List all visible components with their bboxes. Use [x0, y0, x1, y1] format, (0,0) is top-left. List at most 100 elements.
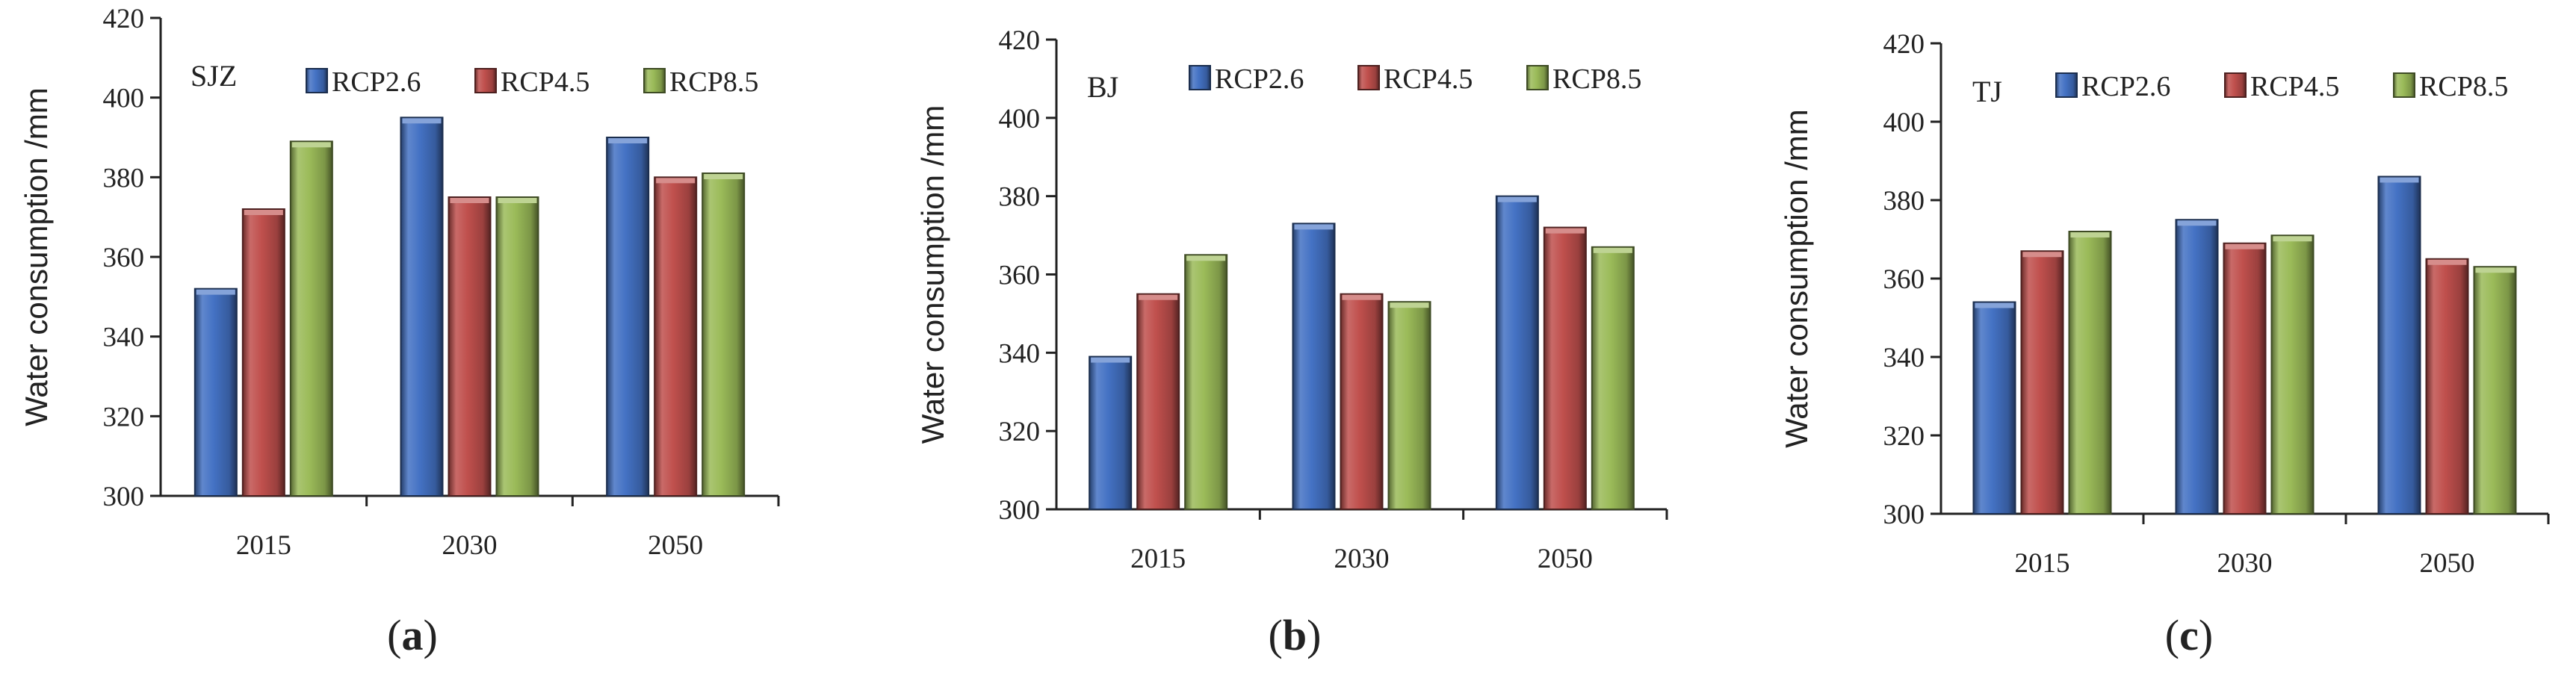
- y-tick-label: 380: [999, 182, 1041, 213]
- y-tick-label: 320: [1883, 421, 1925, 452]
- bar-bevel: [2070, 232, 2110, 237]
- legend: RCP2.6 RCP4.5 RCP8.5: [2055, 71, 2508, 102]
- legend: RCP2.6 RCP4.5 RCP8.5: [1189, 63, 1641, 95]
- bar-bevel: [1545, 228, 1585, 234]
- bar-rcp45-2050: [654, 176, 698, 497]
- x-tick-label: 2015: [2015, 548, 2070, 579]
- y-tick-label: 400: [1883, 108, 1925, 138]
- x-tick-label: 2030: [1334, 544, 1390, 574]
- bar-bevel: [656, 178, 696, 184]
- y-tick-label: 300: [999, 495, 1041, 526]
- bar-bevel: [1593, 247, 1632, 253]
- y-tick-label: 380: [1883, 186, 1925, 217]
- legend-label: RCP8.5: [2419, 71, 2508, 102]
- chart-panel-tj: 300 320 340 360 380 400 420 2015 2030 2050 Water c…: [1779, 29, 2550, 659]
- bar-rcp26-2050: [2377, 175, 2421, 515]
- bar-bevel: [1091, 357, 1130, 363]
- legend-label: RCP2.6: [1215, 63, 1304, 95]
- bar-rcp26-2050: [1495, 195, 1539, 510]
- legend-swatch-rcp26: [306, 68, 328, 93]
- legend-label: RCP2.6: [332, 66, 421, 98]
- bar-bevel: [1294, 224, 1334, 230]
- bar-bevel: [2475, 267, 2515, 273]
- chart-title: BJ: [1087, 70, 1118, 104]
- bar-bevel: [196, 289, 235, 295]
- x-tick-label: 2015: [1130, 544, 1186, 574]
- y-tick-label: 400: [103, 84, 145, 114]
- bar-rcp26-2030: [2175, 219, 2219, 515]
- y-tick-label: 320: [999, 417, 1041, 447]
- bar-bevel: [291, 142, 331, 148]
- y-tick-label: 340: [999, 338, 1041, 369]
- bar-bevel: [2022, 252, 2062, 258]
- bar-bevel: [2273, 236, 2312, 242]
- y-axis-label: Water consumption /mm: [915, 105, 950, 444]
- bar-bevel: [2225, 243, 2264, 249]
- y-axis-label: Water consumption /mm: [1779, 109, 1814, 448]
- chart-panel-bj: 300 320 340 360 380 400 420 2015 2030 2050 Water c…: [915, 25, 1668, 659]
- bar-rcp26-2015: [1972, 301, 2016, 515]
- legend-label: RCP2.6: [2081, 71, 2170, 102]
- x-tick-label: 2015: [236, 530, 291, 561]
- bar-rcp45-2030: [2223, 242, 2267, 515]
- panel-caption: (c): [2165, 611, 2213, 659]
- x-tick-label: 2050: [2420, 548, 2475, 579]
- bar-rcp45-2050: [1543, 226, 1587, 510]
- bar-rcp45-2050: [2425, 258, 2469, 515]
- x-tick-label: 2030: [442, 530, 498, 561]
- bar-bevel: [1139, 294, 1178, 300]
- chart-title: SJZ: [191, 59, 237, 93]
- x-tick-label: 2050: [648, 530, 703, 561]
- bar-rcp85-2030: [1387, 301, 1431, 510]
- bar-bevel: [402, 118, 442, 124]
- bar-bevel: [704, 174, 743, 179]
- legend-swatch-rcp26: [2055, 72, 2078, 98]
- bar-rcp45-2030: [448, 196, 492, 497]
- bar-rcp45-2015: [1136, 293, 1180, 510]
- legend-swatch-rcp85: [2393, 72, 2415, 98]
- legend: RCP2.6 RCP4.5 RCP8.5: [306, 66, 758, 98]
- y-tick-label: 420: [103, 4, 145, 34]
- chart-panel-sjz: 300 320 340 360 380 400 420 2015 2030 2050 Water c…: [19, 4, 780, 659]
- legend-swatch-rcp45: [2224, 72, 2247, 98]
- legend-label: RCP4.5: [2250, 71, 2339, 102]
- y-tick-label: 420: [999, 25, 1041, 56]
- legend-label: RCP4.5: [1384, 63, 1473, 95]
- bar-bevel: [1975, 302, 2014, 308]
- bar-rcp26-2050: [606, 137, 650, 497]
- y-tick-label: 300: [1883, 500, 1925, 530]
- bar-bevel: [244, 210, 283, 215]
- legend-label: RCP8.5: [1552, 63, 1641, 95]
- panel-caption: (a): [387, 611, 438, 659]
- bar-bevel: [2380, 177, 2419, 183]
- bar-bevel: [2177, 220, 2217, 226]
- legend-label: RCP8.5: [669, 66, 758, 98]
- legend-swatch-rcp85: [643, 68, 666, 93]
- bar-rcp45-2015: [241, 208, 285, 497]
- y-tick-label: 340: [103, 323, 145, 353]
- chart-title: TJ: [1972, 75, 2002, 108]
- legend-swatch-rcp45: [474, 68, 497, 93]
- y-tick-label: 300: [103, 482, 145, 512]
- y-tick-label: 360: [999, 261, 1041, 291]
- bar-bevel: [608, 138, 648, 143]
- bar-rcp85-2030: [495, 196, 539, 497]
- bar-bevel: [1342, 294, 1381, 300]
- bar-rcp85-2015: [2068, 231, 2112, 515]
- legend-swatch-rcp26: [1189, 65, 1211, 90]
- panel-caption: (b): [1269, 611, 1322, 659]
- x-tick-label: 2050: [1538, 544, 1593, 574]
- bar-rcp26-2015: [193, 288, 238, 497]
- bar-rcp85-2050: [702, 173, 746, 497]
- bar-rcp85-2015: [1184, 254, 1228, 510]
- bar-rcp45-2015: [2020, 250, 2064, 515]
- bar-bevel: [498, 198, 537, 203]
- bar-bevel: [1497, 196, 1537, 202]
- y-tick-label: 360: [103, 243, 145, 273]
- bar-rcp85-2015: [289, 140, 333, 497]
- bar-bevel: [450, 198, 489, 203]
- y-axis-label: Water consumption /mm: [19, 87, 54, 426]
- y-tick-label: 320: [103, 402, 145, 432]
- y-tick-label: 380: [103, 163, 145, 193]
